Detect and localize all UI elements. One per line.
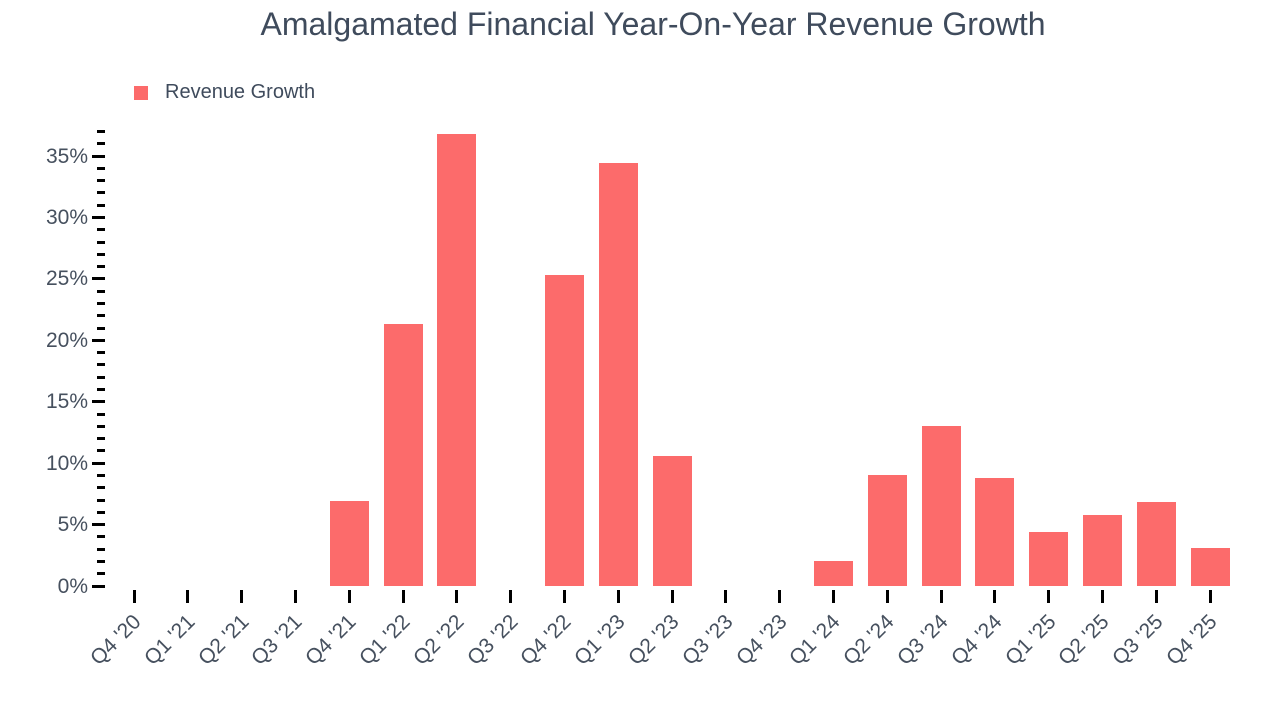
y-axis-minor-tick bbox=[97, 424, 105, 428]
chart-title: Amalgamated Financial Year-On-Year Reven… bbox=[260, 6, 1046, 42]
bar bbox=[921, 426, 961, 586]
y-axis-major-tick bbox=[92, 400, 105, 404]
bar bbox=[652, 455, 692, 586]
y-axis-minor-tick bbox=[97, 203, 105, 207]
bar bbox=[813, 561, 853, 586]
x-axis-tick bbox=[939, 590, 943, 603]
x-axis-tick bbox=[293, 590, 297, 603]
y-axis-minor-tick bbox=[97, 547, 105, 551]
y-axis-minor-tick bbox=[97, 228, 105, 232]
x-axis-tick bbox=[1154, 590, 1158, 603]
x-axis-tick bbox=[1208, 590, 1212, 603]
x-axis-tick bbox=[778, 590, 782, 603]
y-axis-major-tick bbox=[92, 215, 105, 219]
legend: Revenue Growth bbox=[134, 81, 315, 104]
x-axis-tick bbox=[347, 590, 351, 603]
y-axis-minor-tick bbox=[97, 572, 105, 576]
bar bbox=[329, 501, 369, 586]
y-axis-minor-tick bbox=[97, 449, 105, 453]
bar bbox=[598, 163, 638, 586]
y-axis-minor-tick bbox=[97, 363, 105, 367]
x-axis-tick bbox=[1047, 590, 1051, 603]
y-axis-minor-tick bbox=[97, 166, 105, 170]
bar bbox=[1029, 531, 1069, 586]
y-axis-label: 35% bbox=[45, 144, 88, 168]
y-axis-minor-tick bbox=[97, 301, 105, 305]
y-axis-minor-tick bbox=[97, 535, 105, 539]
y-axis-minor-tick bbox=[97, 289, 105, 293]
y-axis-major-tick bbox=[92, 154, 105, 158]
y-axis-label: 30% bbox=[45, 205, 88, 229]
bar bbox=[1136, 502, 1176, 586]
x-axis-tick bbox=[401, 590, 405, 603]
x-axis-tick bbox=[455, 590, 459, 603]
y-axis-minor-tick bbox=[97, 351, 105, 355]
y-axis-minor-tick bbox=[97, 559, 105, 563]
y-axis-minor-tick bbox=[97, 510, 105, 514]
x-axis-tick bbox=[1100, 590, 1104, 603]
bar bbox=[867, 475, 907, 586]
x-axis-tick bbox=[670, 590, 674, 603]
y-axis-minor-tick bbox=[97, 142, 105, 146]
x-axis-tick bbox=[724, 590, 728, 603]
legend-label: Revenue Growth bbox=[165, 81, 316, 103]
y-axis-label: 15% bbox=[45, 390, 88, 414]
x-axis-tick bbox=[993, 590, 997, 603]
y-axis-minor-tick bbox=[97, 437, 105, 441]
y-axis-label: 25% bbox=[45, 267, 88, 291]
x-axis-tick bbox=[885, 590, 889, 603]
x-axis-label: Q4 '20 bbox=[86, 610, 146, 670]
y-axis-minor-tick bbox=[97, 498, 105, 502]
bar bbox=[1190, 547, 1230, 586]
y-axis-minor-tick bbox=[97, 473, 105, 477]
legend-swatch-icon bbox=[134, 85, 148, 100]
y-axis-minor-tick bbox=[97, 265, 105, 269]
x-axis-tick bbox=[186, 590, 190, 603]
x-axis-tick bbox=[831, 590, 835, 603]
y-axis-minor-tick bbox=[97, 240, 105, 244]
y-axis-minor-tick bbox=[97, 252, 105, 256]
bar bbox=[1082, 514, 1122, 586]
y-axis-minor-tick bbox=[97, 486, 105, 490]
y-axis-minor-tick bbox=[97, 387, 105, 391]
y-axis-label: 20% bbox=[45, 328, 88, 352]
x-axis-tick bbox=[562, 590, 566, 603]
y-axis-major-tick bbox=[92, 523, 105, 527]
y-axis-major-tick bbox=[92, 461, 105, 465]
bar bbox=[544, 275, 584, 586]
y-axis-minor-tick bbox=[97, 314, 105, 318]
y-axis-minor-tick bbox=[97, 179, 105, 183]
y-axis-minor-tick bbox=[97, 129, 105, 133]
y-axis-minor-tick bbox=[97, 191, 105, 195]
bar bbox=[975, 477, 1015, 586]
y-axis-minor-tick bbox=[97, 412, 105, 416]
x-axis-tick bbox=[132, 590, 136, 603]
y-axis-minor-tick bbox=[97, 375, 105, 379]
bar bbox=[383, 324, 423, 586]
x-axis-tick bbox=[616, 590, 620, 603]
bar bbox=[437, 133, 477, 586]
x-axis-tick bbox=[509, 590, 513, 603]
y-axis-major-tick bbox=[92, 338, 105, 342]
y-axis-label: 0% bbox=[57, 574, 88, 598]
x-axis-tick bbox=[240, 590, 244, 603]
y-axis-minor-tick bbox=[97, 326, 105, 330]
y-axis-major-tick bbox=[92, 584, 105, 588]
y-axis-major-tick bbox=[92, 277, 105, 281]
y-axis-label: 10% bbox=[45, 451, 88, 475]
y-axis-label: 5% bbox=[57, 513, 88, 537]
